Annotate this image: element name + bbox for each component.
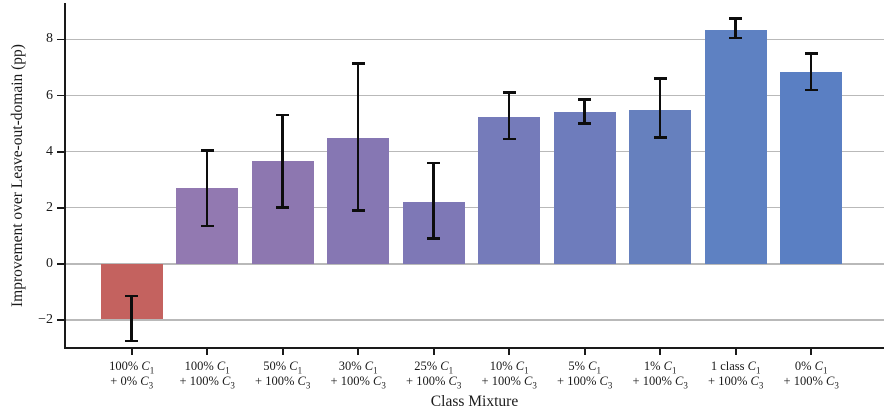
error-bar-cap-bottom bbox=[276, 206, 290, 210]
gridline bbox=[65, 207, 884, 209]
x-tick-mark bbox=[659, 349, 662, 355]
x-tick-label: 100% C1 + 0% C3 bbox=[109, 359, 155, 390]
x-tick-mark bbox=[281, 349, 284, 355]
x-tick-label: 1% C1 + 100% C3 bbox=[632, 359, 688, 390]
plot-area: −2 0 2 4 6 8 100% C1 + 0% C3 100% C1 + 100% C3 50%… bbox=[38, 3, 884, 390]
error-bar-cap-top bbox=[200, 148, 214, 152]
y-tick-mark bbox=[57, 94, 64, 97]
x-tick-mark bbox=[206, 349, 209, 355]
x-tick-label: 1 class C1 + 100% C3 bbox=[708, 359, 764, 390]
y-tick-label: −2 bbox=[38, 311, 53, 327]
gridline bbox=[65, 319, 884, 321]
y-tick-mark bbox=[57, 206, 64, 209]
error-bar-line bbox=[583, 99, 586, 124]
error-bar-cap-bottom bbox=[351, 209, 365, 212]
error-bar-cap-top bbox=[804, 52, 818, 55]
error-bar-cap-bottom bbox=[653, 136, 667, 139]
gridline bbox=[65, 38, 884, 41]
x-tick-label: 0% C1 + 100% C3 bbox=[783, 359, 839, 390]
y-tick-mark bbox=[57, 319, 64, 321]
x-tick-mark bbox=[130, 349, 133, 355]
x-tick-mark bbox=[583, 349, 586, 355]
y-tick-mark bbox=[57, 262, 64, 265]
error-bar-cap-bottom bbox=[578, 122, 592, 125]
error-bar-line bbox=[281, 115, 284, 208]
y-tick-mark bbox=[57, 150, 64, 153]
bar bbox=[553, 112, 616, 264]
bar bbox=[780, 71, 843, 264]
y-tick-mark bbox=[57, 38, 64, 41]
bar bbox=[478, 116, 541, 264]
error-bar-line bbox=[809, 53, 813, 90]
error-bar-cap-bottom bbox=[804, 88, 818, 92]
error-bar-cap-top bbox=[729, 17, 743, 20]
error-bar-cap-bottom bbox=[729, 36, 743, 40]
x-tick-label: 100% C1 + 100% C3 bbox=[179, 359, 235, 390]
error-bar-cap-bottom bbox=[502, 137, 516, 141]
x-tick-mark bbox=[810, 349, 813, 355]
error-bar-cap-bottom bbox=[200, 224, 214, 228]
error-bar-line bbox=[356, 63, 360, 211]
y-tick-label: 4 bbox=[46, 143, 53, 159]
x-tick-label: 10% C1 + 100% C3 bbox=[481, 359, 537, 390]
error-bar-line bbox=[130, 296, 133, 341]
error-bar-line bbox=[432, 162, 435, 239]
y-tick-label: 2 bbox=[46, 199, 53, 215]
y-tick-label: 6 bbox=[46, 87, 53, 103]
error-bar-line bbox=[658, 78, 662, 138]
x-tick-label: 25% C1 + 100% C3 bbox=[406, 359, 462, 390]
x-tick-mark bbox=[432, 349, 435, 355]
gridline bbox=[65, 263, 884, 265]
error-bar-cap-top bbox=[276, 113, 290, 117]
error-bar-cap-bottom bbox=[427, 237, 441, 240]
error-bar-line bbox=[507, 92, 511, 140]
error-bar-cap-top bbox=[427, 161, 441, 165]
error-bar-line bbox=[205, 150, 209, 226]
x-tick-mark bbox=[357, 349, 360, 355]
error-bar-cap-top bbox=[351, 62, 365, 65]
x-axis-label: Class Mixture bbox=[430, 393, 519, 410]
error-bar-cap-top bbox=[125, 294, 139, 298]
gridline bbox=[65, 151, 884, 153]
x-axis-spine bbox=[64, 347, 884, 349]
error-bar-cap-top bbox=[578, 98, 592, 102]
x-tick-label: 30% C1 + 100% C3 bbox=[330, 359, 386, 390]
x-tick-mark bbox=[508, 349, 511, 355]
error-bar-cap-top bbox=[653, 77, 667, 81]
y-tick-label: 0 bbox=[46, 255, 53, 271]
y-axis-spine bbox=[64, 3, 66, 349]
bar bbox=[704, 29, 767, 264]
x-tick-label: 50% C1 + 100% C3 bbox=[255, 359, 311, 390]
error-bar-cap-bottom bbox=[125, 339, 139, 343]
error-bar-cap-top bbox=[502, 91, 516, 95]
x-tick-label: 5% C1 + 100% C3 bbox=[557, 359, 613, 390]
error-bar-line bbox=[734, 18, 737, 39]
x-tick-mark bbox=[734, 349, 737, 355]
y-tick-label: 8 bbox=[46, 31, 53, 47]
gridline bbox=[65, 94, 884, 97]
